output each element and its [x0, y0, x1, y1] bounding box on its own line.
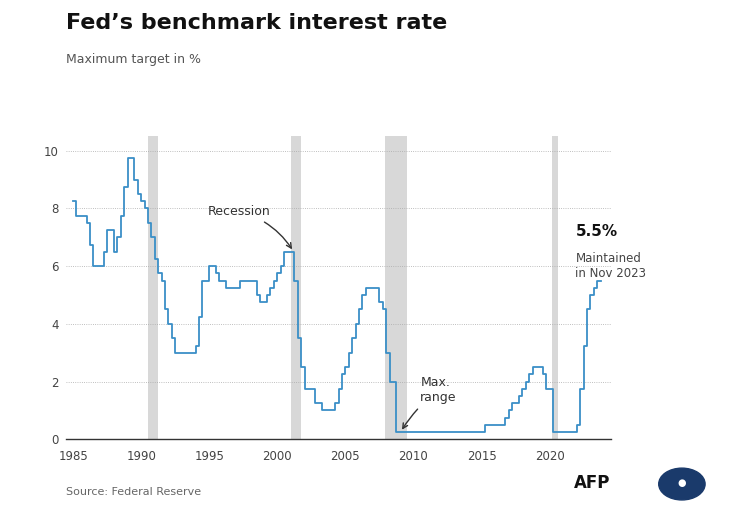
Bar: [552, 136, 557, 439]
Text: 5.5%: 5.5%: [576, 224, 618, 239]
Circle shape: [659, 468, 705, 500]
Bar: [291, 136, 301, 439]
Bar: [148, 136, 158, 439]
Text: Maintained
in Nov 2023: Maintained in Nov 2023: [576, 252, 646, 280]
Text: AFP: AFP: [574, 474, 610, 492]
Text: Maximum target in %: Maximum target in %: [66, 53, 201, 66]
Text: Max.
range: Max. range: [403, 376, 457, 428]
Text: Fed’s benchmark interest rate: Fed’s benchmark interest rate: [66, 13, 447, 33]
Bar: [385, 136, 406, 439]
Text: ●: ●: [678, 478, 686, 488]
Text: Source: Federal Reserve: Source: Federal Reserve: [66, 487, 202, 497]
Text: Recession: Recession: [208, 205, 291, 248]
